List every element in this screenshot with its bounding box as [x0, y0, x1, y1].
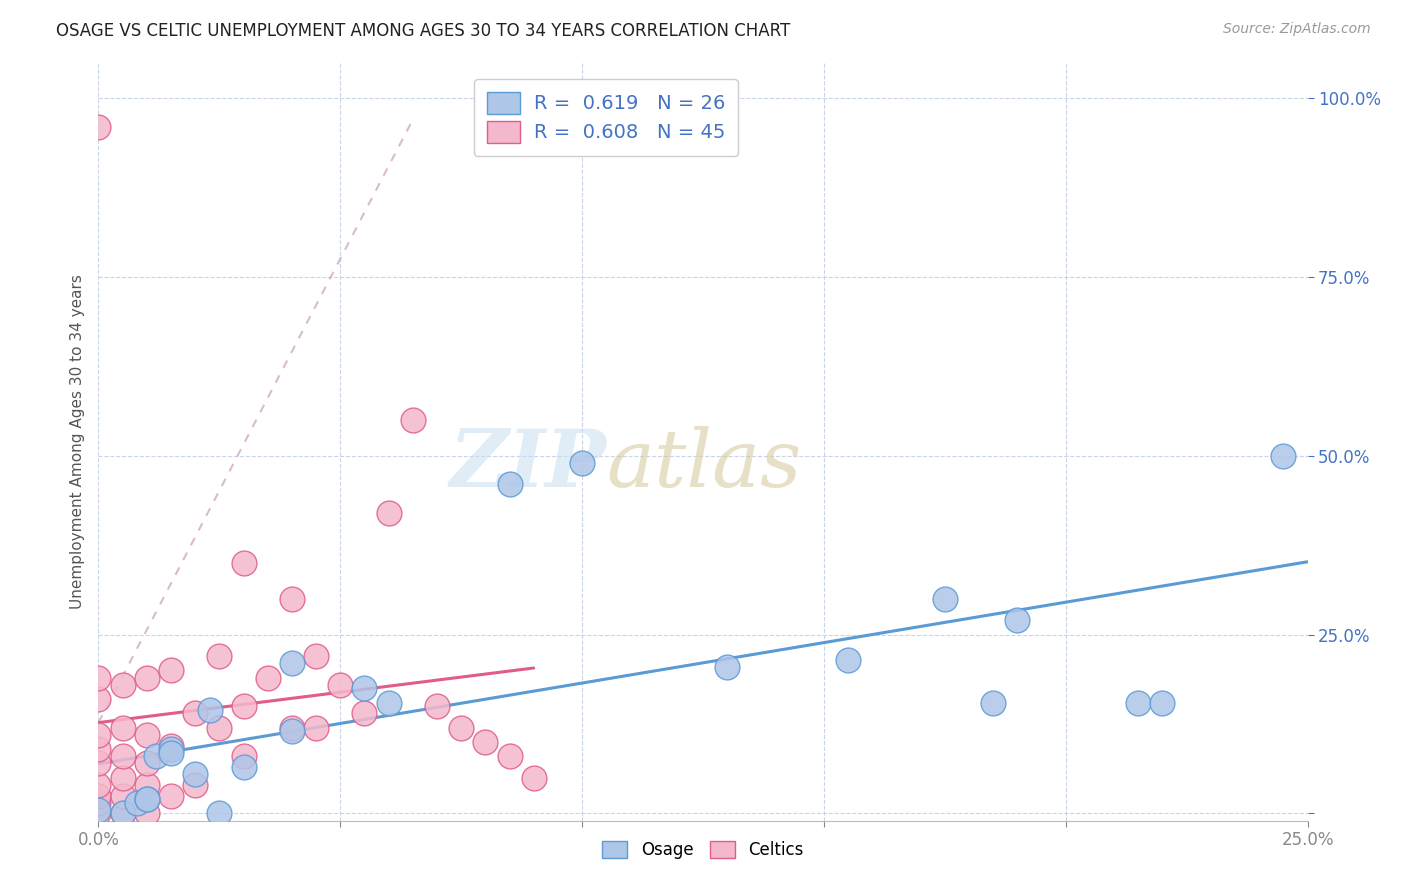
- Point: [208, 721, 231, 735]
- Point: [111, 806, 134, 821]
- Point: [184, 706, 207, 721]
- Point: [232, 699, 254, 714]
- Point: [837, 653, 859, 667]
- Point: [111, 749, 134, 764]
- Point: [87, 803, 110, 817]
- Text: Source: ZipAtlas.com: Source: ZipAtlas.com: [1223, 22, 1371, 37]
- Point: [127, 796, 149, 810]
- Point: [353, 706, 375, 721]
- Point: [281, 724, 304, 739]
- Point: [305, 649, 328, 664]
- Point: [281, 591, 304, 606]
- Point: [281, 721, 304, 735]
- Point: [377, 506, 399, 520]
- Point: [87, 742, 110, 756]
- Point: [450, 721, 472, 735]
- Point: [160, 664, 183, 678]
- Point: [87, 789, 110, 803]
- Point: [87, 778, 110, 792]
- Point: [87, 692, 110, 706]
- Point: [1152, 696, 1174, 710]
- Legend: Osage, Celtics: Osage, Celtics: [596, 834, 810, 865]
- Point: [87, 806, 110, 821]
- Point: [184, 767, 207, 781]
- Point: [135, 806, 157, 821]
- Point: [135, 778, 157, 792]
- Point: [232, 556, 254, 570]
- Point: [145, 749, 167, 764]
- Point: [111, 721, 134, 735]
- Point: [160, 789, 183, 803]
- Point: [1007, 613, 1029, 627]
- Point: [111, 771, 134, 785]
- Y-axis label: Unemployment Among Ages 30 to 34 years: Unemployment Among Ages 30 to 34 years: [69, 274, 84, 609]
- Point: [135, 671, 157, 685]
- Point: [160, 742, 183, 756]
- Point: [87, 671, 110, 685]
- Point: [160, 739, 183, 753]
- Point: [329, 678, 352, 692]
- Point: [208, 649, 231, 664]
- Point: [232, 749, 254, 764]
- Point: [934, 591, 956, 606]
- Point: [353, 681, 375, 696]
- Point: [135, 756, 157, 771]
- Point: [1272, 449, 1295, 463]
- Point: [135, 792, 157, 806]
- Point: [198, 703, 221, 717]
- Point: [184, 778, 207, 792]
- Point: [981, 696, 1004, 710]
- Point: [111, 678, 134, 692]
- Point: [571, 456, 593, 470]
- Point: [305, 721, 328, 735]
- Point: [523, 771, 546, 785]
- Point: [232, 760, 254, 774]
- Point: [716, 660, 738, 674]
- Point: [377, 696, 399, 710]
- Point: [281, 657, 304, 671]
- Point: [87, 120, 110, 134]
- Point: [402, 413, 425, 427]
- Point: [111, 789, 134, 803]
- Text: ZIP: ZIP: [450, 425, 606, 503]
- Point: [111, 806, 134, 821]
- Point: [426, 699, 449, 714]
- Point: [498, 749, 520, 764]
- Point: [256, 671, 278, 685]
- Point: [498, 477, 520, 491]
- Point: [87, 756, 110, 771]
- Text: atlas: atlas: [606, 425, 801, 503]
- Point: [87, 728, 110, 742]
- Text: OSAGE VS CELTIC UNEMPLOYMENT AMONG AGES 30 TO 34 YEARS CORRELATION CHART: OSAGE VS CELTIC UNEMPLOYMENT AMONG AGES …: [56, 22, 790, 40]
- Point: [135, 792, 157, 806]
- Point: [135, 728, 157, 742]
- Point: [1128, 696, 1150, 710]
- Point: [160, 746, 183, 760]
- Point: [208, 806, 231, 821]
- Point: [87, 796, 110, 810]
- Point: [474, 735, 496, 749]
